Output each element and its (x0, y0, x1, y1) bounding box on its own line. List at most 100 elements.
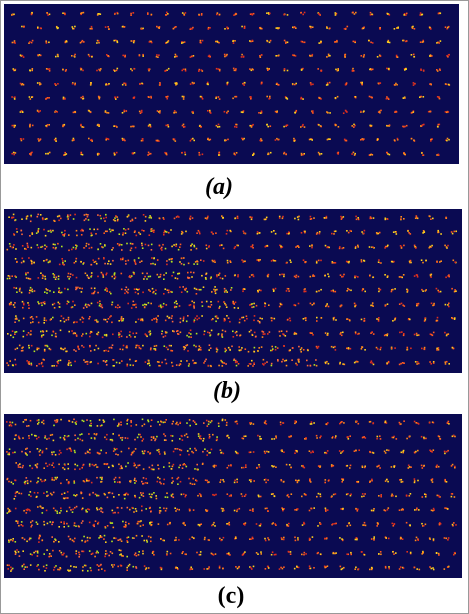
particle (210, 552, 213, 555)
particle (438, 97, 441, 100)
particle (334, 97, 337, 99)
particle (37, 477, 40, 479)
particle (121, 348, 124, 351)
particle (165, 41, 168, 44)
particle (226, 421, 228, 424)
particle (60, 291, 63, 294)
particle (98, 41, 100, 44)
particle (285, 463, 288, 466)
particle (313, 422, 315, 424)
particle (57, 568, 59, 571)
particle (159, 481, 161, 484)
particle (63, 552, 65, 555)
particle (22, 138, 25, 140)
particle (96, 425, 99, 427)
particle (173, 110, 176, 112)
particle (384, 567, 387, 569)
particle (74, 83, 76, 86)
particle (402, 39, 405, 42)
particle (20, 350, 23, 352)
particle (222, 479, 224, 481)
particle (370, 360, 373, 362)
particle (370, 125, 373, 127)
particle (33, 491, 36, 494)
particle (431, 55, 433, 57)
particle (445, 334, 448, 337)
particle (93, 261, 96, 263)
particle (116, 40, 118, 42)
particle (155, 344, 158, 347)
particle (128, 276, 131, 278)
particle (191, 276, 193, 278)
particle (234, 217, 236, 220)
particle (277, 360, 279, 362)
particle (22, 317, 25, 320)
particle (165, 362, 168, 365)
particle (104, 111, 107, 113)
particle (111, 321, 113, 324)
particle (80, 260, 82, 263)
particle (116, 41, 119, 44)
particle (325, 510, 327, 512)
particle (43, 359, 45, 361)
particle (334, 12, 337, 14)
particle (60, 482, 62, 485)
particle (90, 287, 93, 290)
particle (204, 217, 207, 219)
particle (318, 97, 321, 99)
particle (196, 468, 198, 471)
particle (63, 492, 66, 494)
particle (147, 419, 149, 421)
particle (14, 363, 17, 366)
particle (27, 425, 30, 427)
particle (147, 96, 150, 98)
particle (37, 138, 40, 140)
particle (74, 248, 77, 250)
particle (233, 14, 235, 16)
particle (240, 493, 243, 495)
particle (241, 495, 244, 498)
particle (140, 494, 143, 496)
particle (173, 112, 175, 114)
particle (38, 140, 40, 142)
particle (43, 260, 45, 262)
particle (309, 25, 311, 28)
particle (346, 25, 349, 28)
particle (106, 552, 108, 555)
particle (18, 290, 21, 292)
particle (26, 334, 28, 336)
particle (110, 315, 112, 317)
particle (140, 492, 142, 494)
particle (430, 276, 432, 278)
particle (363, 232, 365, 235)
particle (286, 41, 289, 44)
particle (215, 289, 217, 291)
particle (73, 321, 75, 324)
particle (49, 521, 51, 523)
particle (81, 126, 83, 128)
particle (33, 261, 35, 264)
particle (25, 477, 28, 479)
particle (206, 425, 209, 427)
particle (36, 109, 39, 112)
particle (397, 27, 399, 29)
particle (278, 27, 280, 29)
particle (326, 246, 328, 249)
particle (356, 420, 358, 423)
particle (14, 495, 17, 497)
particle (412, 82, 415, 84)
particle (12, 538, 14, 540)
particle (228, 436, 230, 439)
particle (181, 230, 183, 233)
particle (323, 217, 326, 219)
particle (393, 553, 395, 555)
particle (81, 433, 83, 435)
particle (32, 321, 34, 323)
particle (184, 553, 187, 555)
particle (192, 82, 194, 85)
particle (80, 124, 82, 127)
particle (171, 493, 174, 495)
particle (220, 451, 223, 454)
particle (272, 465, 274, 468)
particle (69, 447, 71, 450)
